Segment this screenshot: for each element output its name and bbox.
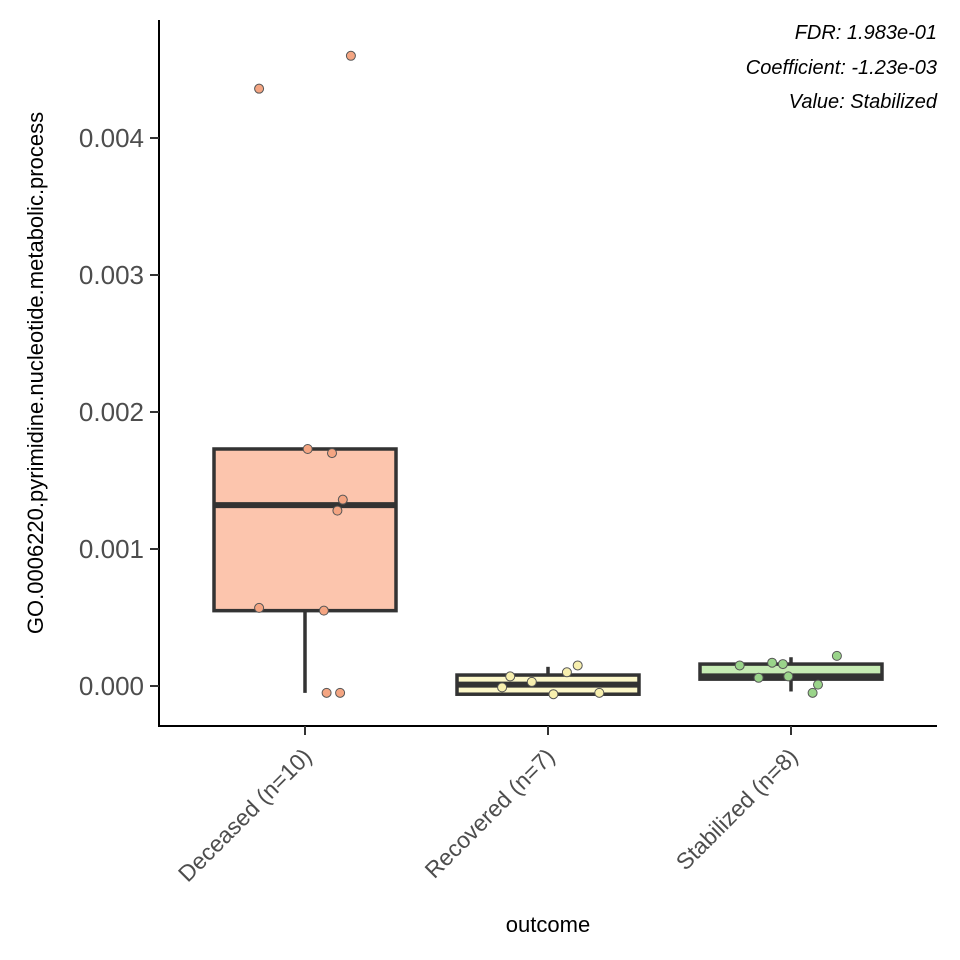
data-point bbox=[572, 660, 583, 671]
data-point bbox=[594, 687, 605, 698]
box-group bbox=[455, 660, 641, 700]
data-point bbox=[332, 505, 343, 516]
data-point bbox=[783, 671, 794, 682]
y-axis-title: GO.0006220.pyrimidine.nucleotide.metabol… bbox=[23, 112, 48, 634]
data-point bbox=[505, 671, 516, 682]
data-point bbox=[831, 650, 842, 661]
annotation-coefficient: Coefficient: -1.23e-03 bbox=[746, 57, 937, 79]
annotation-fdr: FDR: 1.983e-01 bbox=[795, 22, 937, 44]
data-point bbox=[254, 602, 265, 613]
data-point bbox=[734, 660, 745, 671]
y-tick-label: 0.002 bbox=[79, 397, 144, 427]
data-point bbox=[767, 657, 778, 668]
data-point bbox=[497, 682, 508, 693]
plot-area bbox=[212, 50, 884, 700]
data-point bbox=[321, 687, 332, 698]
data-point bbox=[813, 679, 823, 690]
data-point bbox=[337, 494, 348, 505]
y-tick-label: 0.003 bbox=[79, 260, 144, 290]
data-point bbox=[345, 50, 356, 61]
box-group bbox=[698, 650, 884, 698]
data-point bbox=[327, 448, 337, 459]
y-tick-label: 0.004 bbox=[79, 123, 144, 153]
x-tick-label: Stabilized (n=8) bbox=[671, 743, 803, 875]
data-point bbox=[318, 605, 329, 616]
data-point bbox=[526, 676, 537, 687]
data-point bbox=[335, 687, 346, 698]
data-point bbox=[254, 83, 265, 94]
y-tick-label: 0.000 bbox=[79, 671, 144, 701]
annotation-value: Value: Stabilized bbox=[789, 91, 938, 113]
data-point bbox=[753, 672, 764, 683]
y-tick-label: 0.001 bbox=[79, 534, 144, 564]
data-point bbox=[548, 689, 559, 700]
x-tick-label: Recovered (n=7) bbox=[420, 743, 560, 883]
data-point bbox=[302, 443, 313, 454]
data-point bbox=[561, 667, 572, 678]
data-point bbox=[807, 687, 818, 698]
x-axis-title: outcome bbox=[506, 912, 590, 937]
y-axis: 0.000 0.001 0.002 0.003 0.004 bbox=[79, 123, 159, 701]
x-tick-label: Deceased (n=10) bbox=[173, 743, 317, 887]
data-point bbox=[777, 659, 788, 670]
box-group bbox=[212, 50, 398, 698]
x-axis: Deceased (n=10) Recovered (n=7) Stabilized… bbox=[173, 726, 803, 887]
box bbox=[212, 447, 398, 613]
stats-annotation: FDR: 1.983e-01 Coefficient: -1.23e-03 Va… bbox=[746, 22, 938, 113]
